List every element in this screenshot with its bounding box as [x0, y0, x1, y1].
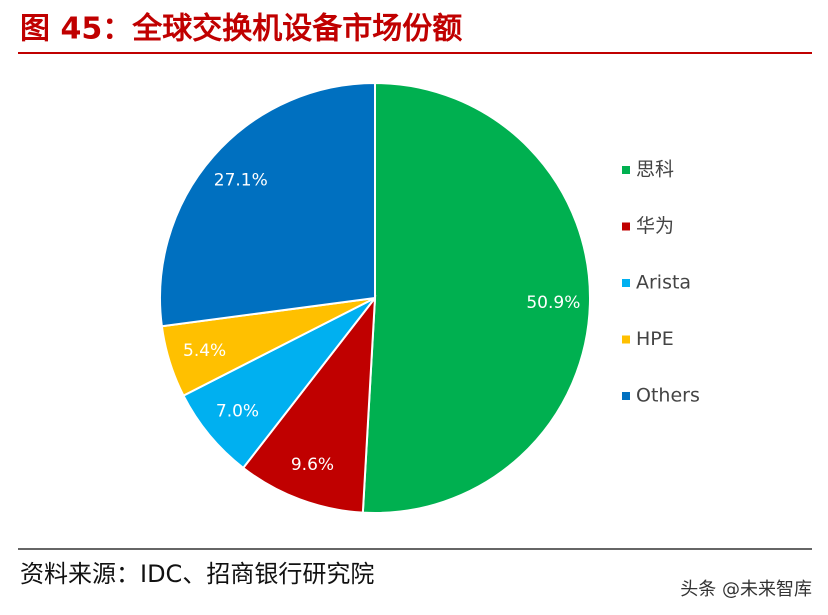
- source: 资料来源：IDC、招商银行研究院: [20, 560, 374, 588]
- legend-label: 华为: [636, 215, 674, 237]
- value-label: 50.9%: [526, 293, 580, 313]
- value-label: 5.4%: [183, 341, 226, 361]
- legend-label: Arista: [636, 272, 691, 294]
- legend-swatch: [622, 166, 630, 174]
- chart-title: 图 45：全球交换机设备市场份额: [20, 12, 462, 47]
- legend-label: 思科: [636, 159, 674, 181]
- watermark: 头条 @未来智库: [680, 579, 812, 600]
- pie-slice: [361, 81, 592, 514]
- pie: 50.9% 9.6% 7.0% 5.4% 27.1%: [159, 81, 592, 514]
- legend-swatch: [622, 279, 630, 287]
- legend-swatch: [622, 222, 630, 231]
- legend-label: HPE: [636, 328, 674, 350]
- pie-slice: [241, 294, 377, 514]
- value-label: 7.0%: [216, 402, 259, 422]
- legend-swatch: [622, 335, 630, 344]
- value-label: 27.1%: [214, 170, 268, 190]
- value-label: 9.6%: [291, 455, 334, 475]
- legend-swatch: [622, 392, 630, 400]
- legend-label: Others: [636, 385, 700, 407]
- pie-slice: [159, 81, 376, 328]
